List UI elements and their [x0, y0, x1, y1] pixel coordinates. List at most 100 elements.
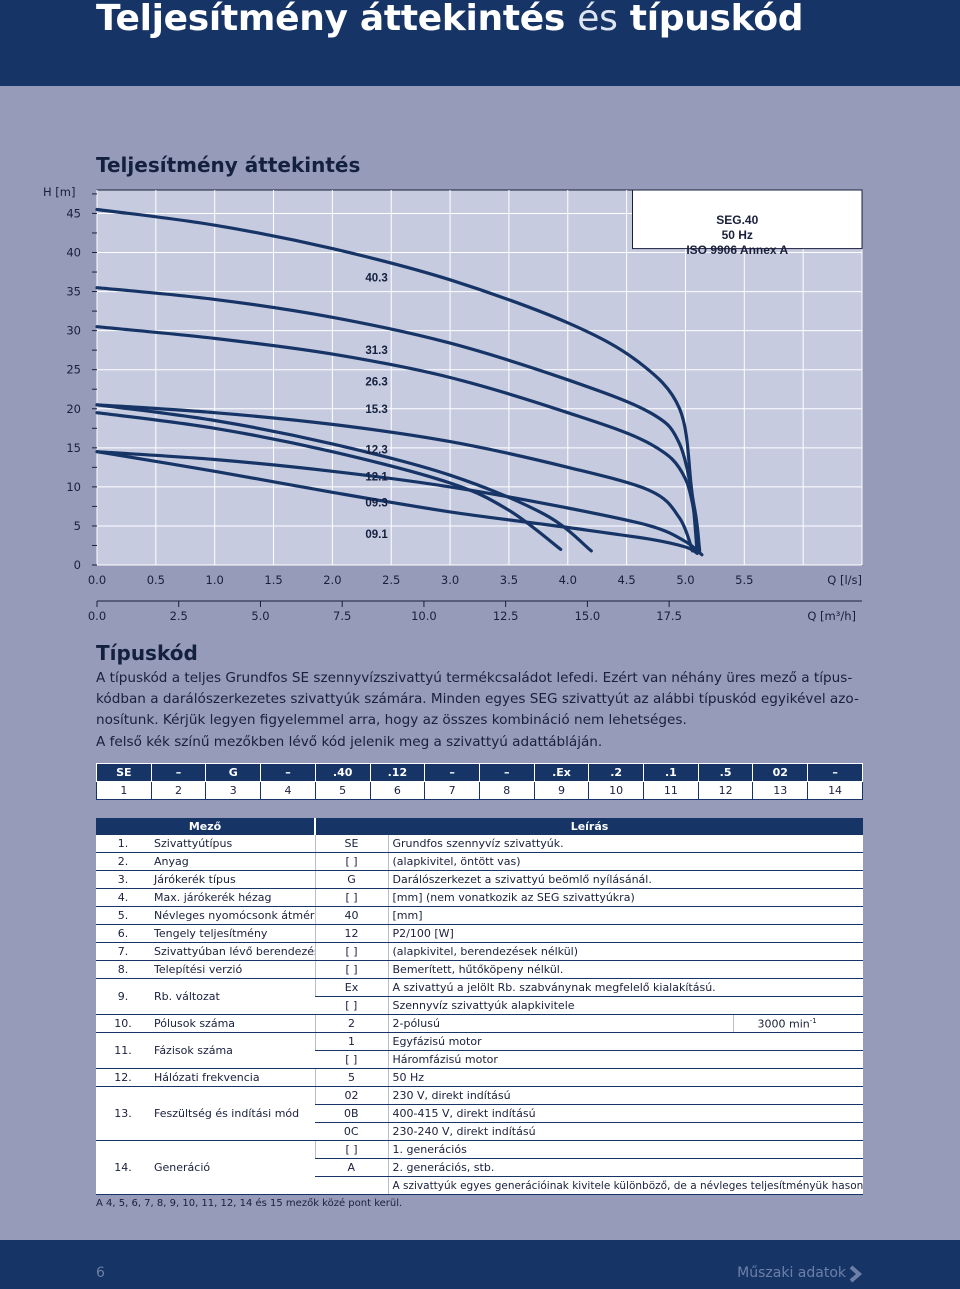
typecode-number-cell: 7: [424, 781, 480, 800]
footnote: A 4, 5, 6, 7, 8, 9, 10, 11, 12, 14 és 15…: [96, 1198, 403, 1209]
field-description: Darálószerkezet a szivattyú beömlő nyílá…: [387, 870, 864, 889]
y-tick-label: 45: [66, 206, 81, 220]
table-row: 2. Anyag[ ] (alapkivitel, öntött vas): [96, 852, 864, 871]
curve-label: 09.1: [365, 529, 388, 541]
table-row: 13. Feszültség és indítási mód 02 230 V, di…: [96, 1086, 864, 1141]
field-number: 2.: [96, 852, 150, 871]
field-description: A szivattyú a jelölt Rb. szabványnak meg…: [387, 978, 864, 997]
x2-tick-label: 15.0: [575, 609, 601, 623]
table-row: 6. Tengely teljesítmény 12 P2/100 [W]: [96, 924, 864, 943]
pump-curve-12-3: [95, 403, 593, 553]
field-number: 9.: [96, 978, 150, 1015]
field-number: 6.: [96, 924, 150, 943]
x-tick-label: 0.0: [88, 573, 106, 587]
field-description: 50 Hz: [387, 1068, 864, 1087]
field-code: 0C: [315, 1122, 388, 1141]
pump-curve-09-3: [95, 411, 563, 551]
x-tick-label: 2.0: [323, 573, 341, 587]
field-description: 230-240 V, direkt indítású: [387, 1122, 864, 1141]
y-tick-label: 10: [66, 480, 81, 494]
field-code: [ ]: [314, 852, 388, 871]
chart-info-line: ISO 9906 Annex A: [686, 243, 788, 257]
x2-tick-label: 7.5: [333, 609, 351, 623]
pump-curve-09-1: [95, 450, 699, 555]
field-code: 5: [314, 1068, 388, 1087]
field-code: [ ]: [314, 942, 388, 961]
table-row: 14. Generáció[ ] 1. generációs: [96, 1140, 864, 1195]
table-row: [ ] Háromfázisú motor: [96, 1050, 864, 1069]
typecode-number-cell: 4: [260, 781, 316, 800]
field-number: 12.: [96, 1068, 150, 1087]
footer-band: [0, 1240, 960, 1289]
field-description: [mm]: [387, 906, 864, 925]
y-tick-label: 25: [66, 363, 81, 377]
field-description: Egyfázisú motor: [387, 1032, 864, 1051]
field-code: [ ]: [315, 1050, 388, 1069]
field-name: Anyag: [150, 852, 315, 871]
field-name: Névleges nyomócsonk átmérő: [150, 906, 315, 925]
pump-curve-15-3: [95, 403, 695, 553]
pump-curve-31-3: [95, 286, 702, 553]
field-code: 0B: [315, 1104, 388, 1123]
performance-heading: Teljesítmény áttekintés: [96, 153, 361, 177]
table-row: 10. Pólusok száma 2 2-pólusú 3000 min-1: [96, 1014, 864, 1033]
field-description: [mm] (nem vonatkozik az SEG szivattyúkra…: [387, 888, 864, 907]
typecode-number-cell: 14: [807, 781, 863, 800]
typecode-cell: –: [478, 763, 535, 782]
table-row: 8. Telepítési verzió[ ] Bemerített, hűtőkö…: [96, 960, 864, 979]
field-code: SE: [314, 835, 388, 853]
table-row: 4. Max. járókerék hézag[ ] [mm] (nem vonat…: [96, 888, 864, 907]
typecode-cell: 02: [752, 763, 809, 782]
typecode-cell: –: [424, 763, 480, 782]
field-code: [315, 1176, 388, 1195]
field-name: Szivattyútípus: [150, 835, 315, 853]
typecode-number-cell: 12: [697, 781, 754, 800]
x2-tick-label: 12.5: [493, 609, 519, 623]
field-code: 02: [314, 1086, 388, 1105]
chevron-right-icon: [849, 1265, 863, 1283]
field-number: 13.: [96, 1086, 150, 1141]
field-extra: 3000 min-1: [732, 1014, 864, 1033]
x-tick-label: 1.0: [206, 573, 224, 587]
paragraph-line: A típuskód a teljes Grundfos SE szennyví…: [96, 670, 853, 686]
field-description: 2. generációs, stb.: [387, 1158, 864, 1177]
field-description: Grundfos szennyvíz szivattyúk.: [387, 835, 864, 853]
field-description: 1. generációs: [387, 1140, 864, 1159]
table-row: A szivattyúk egyes generációinak kivitel…: [96, 1176, 864, 1195]
field-number: 11.: [96, 1032, 150, 1069]
rpm-value: 3000 min: [757, 1017, 810, 1031]
fields-table-header: Mező Leírás: [96, 818, 864, 835]
field-name: Generáció: [150, 1140, 315, 1195]
paragraph-line: A felső kék színű mezőkben lévő kód jele…: [96, 733, 603, 750]
field-number: 8.: [96, 960, 150, 979]
y-tick-label: 15: [66, 441, 81, 455]
curve-label: 26.3: [365, 376, 387, 388]
x2-tick-label: 5.0: [251, 609, 269, 623]
typecode-number-cell: 3: [205, 781, 262, 800]
field-name: Telepítési verzió: [150, 960, 315, 979]
field-code: 40: [314, 906, 388, 925]
typecode-number-cell: 9: [533, 781, 590, 800]
field-description: A szivattyúk egyes generációinak kivitel…: [387, 1176, 864, 1195]
field-description: (alapkivitel, berendezések nélkül): [387, 942, 864, 961]
table-row: A 2. generációs, stb.: [96, 1158, 864, 1177]
header-band: [0, 0, 960, 86]
typecode-cell: –: [150, 763, 207, 782]
pump-curve-26-3: [95, 325, 702, 551]
typecode-cell: .40: [314, 763, 371, 782]
y-tick-label: 40: [66, 246, 81, 260]
table-row: 3. Járókerék típus G Darálószerkezet a sziv…: [96, 870, 864, 889]
typecode-cell: .1: [643, 763, 699, 782]
typecode-description: A típuskód a teljes Grundfos SE szennyví…: [96, 668, 866, 753]
x2-tick-label: 0.0: [88, 609, 106, 623]
field-description: Háromfázisú motor: [387, 1050, 864, 1069]
typecode-number-cell: 2: [150, 781, 207, 800]
x-tick-label: 5.5: [735, 573, 753, 587]
table-row: 7. Szivattyúban lévő berendezés[ ] (alapki…: [96, 942, 864, 961]
typecode-codes-row: SE – G – .40.12– – .Ex .2.1.5 02–: [96, 763, 863, 782]
x-tick-label: 4.5: [617, 573, 635, 587]
pump-curve-40-3: [95, 207, 699, 555]
typecode-number-cell: 5: [314, 781, 371, 800]
field-description: 230 V, direkt indítású: [387, 1086, 864, 1105]
field-number: 7.: [96, 942, 150, 961]
